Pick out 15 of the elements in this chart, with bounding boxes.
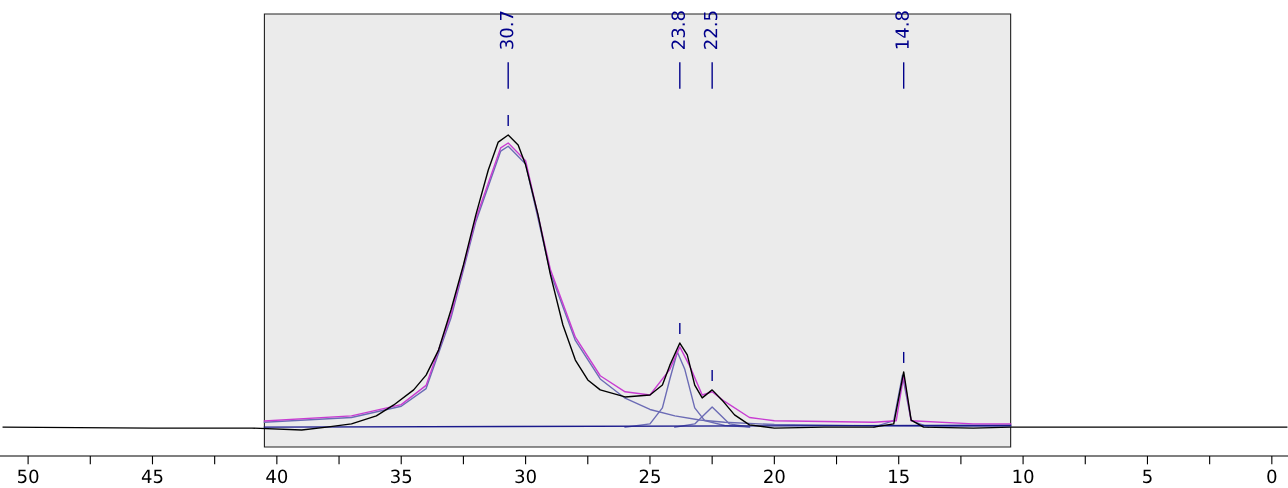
x-tick-label: 0 bbox=[1267, 469, 1277, 484]
x-tick-label: 25 bbox=[639, 469, 660, 484]
x-tick-label: 30 bbox=[515, 469, 536, 484]
annotation: 30.7 bbox=[499, 11, 514, 49]
annotation: 23.8 bbox=[671, 11, 686, 49]
annotation: 14.8 bbox=[895, 11, 909, 49]
x-tick-label: 20 bbox=[764, 469, 785, 484]
x-tick-label: 45 bbox=[141, 469, 163, 484]
x-tick-label: 5 bbox=[1143, 469, 1152, 484]
x-tick-label: 15 bbox=[889, 469, 909, 484]
x-tick-label: 50 bbox=[18, 469, 39, 484]
x-tick-label: 40 bbox=[266, 469, 288, 484]
x-tick-label: 35 bbox=[391, 469, 412, 484]
x-tick-label: 10 bbox=[1013, 469, 1034, 484]
annotation: 22.5 bbox=[703, 11, 718, 49]
